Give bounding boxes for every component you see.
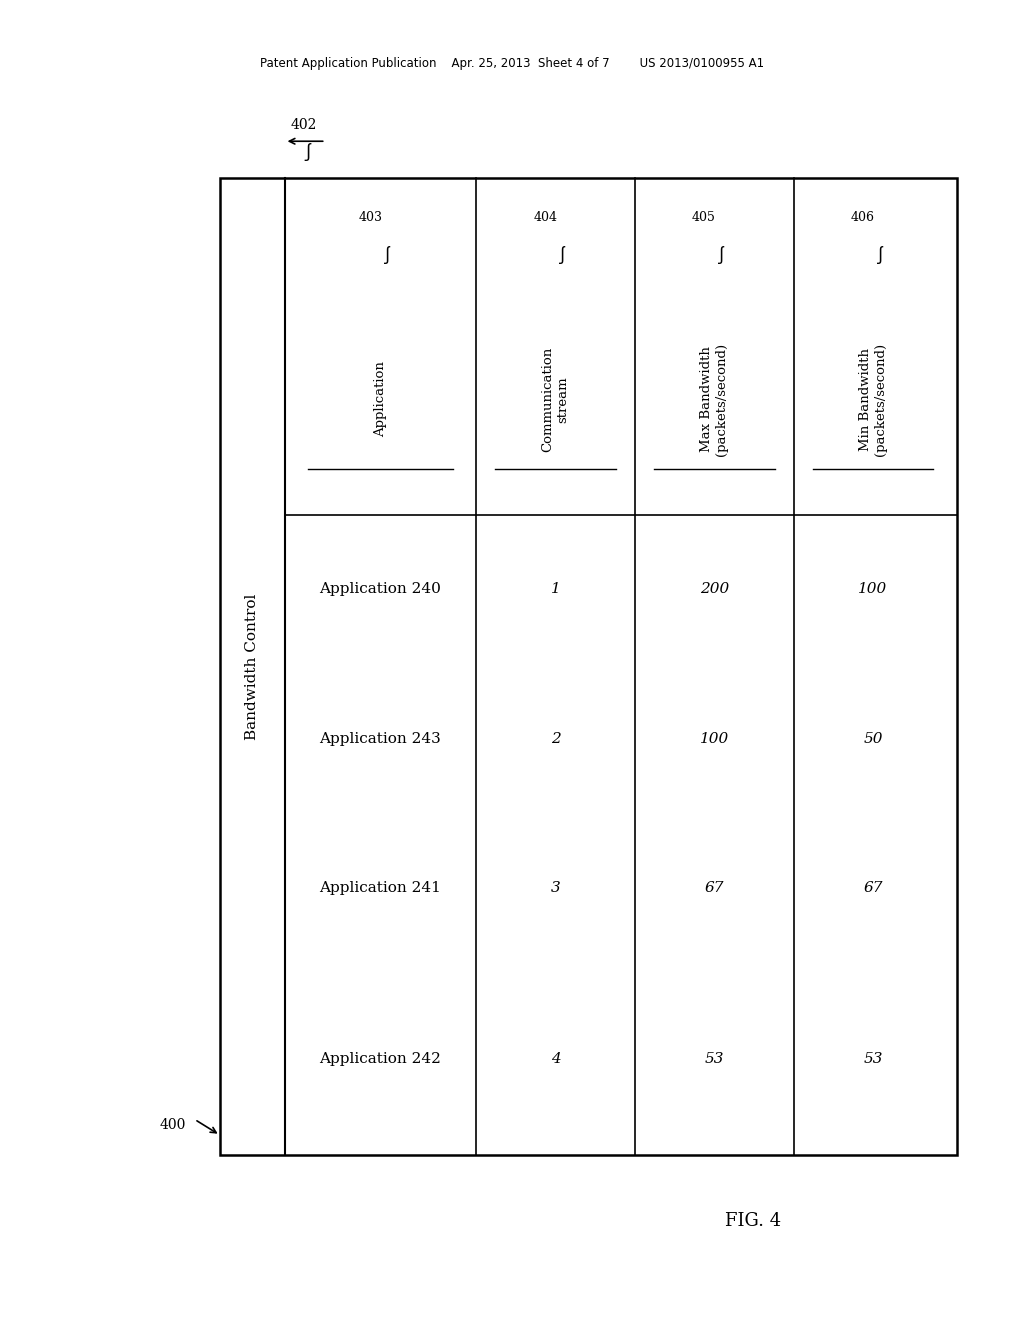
Text: 402: 402 <box>291 117 317 132</box>
Text: 405: 405 <box>692 211 716 224</box>
Text: 4: 4 <box>551 1052 560 1065</box>
Text: 1: 1 <box>551 582 560 597</box>
Text: Application 242: Application 242 <box>319 1052 441 1065</box>
Text: 404: 404 <box>534 211 557 224</box>
Text: Communication
stream: Communication stream <box>542 347 569 451</box>
Text: 53: 53 <box>863 1052 883 1065</box>
Text: Min Bandwidth
(packets/second): Min Bandwidth (packets/second) <box>859 343 887 455</box>
Text: Application: Application <box>374 362 387 437</box>
Text: 200: 200 <box>699 582 729 597</box>
Bar <box>220 178 957 1155</box>
Text: 100: 100 <box>699 731 729 746</box>
Text: ʃ: ʃ <box>386 244 391 263</box>
Text: 2: 2 <box>551 731 560 746</box>
Text: Application 243: Application 243 <box>319 731 441 746</box>
Text: 67: 67 <box>863 880 883 895</box>
Text: ʃ: ʃ <box>720 244 725 263</box>
Text: 50: 50 <box>863 731 883 746</box>
Text: Application 241: Application 241 <box>319 880 441 895</box>
Text: ʃ: ʃ <box>879 244 884 263</box>
Text: 100: 100 <box>858 582 888 597</box>
Text: 403: 403 <box>358 211 382 224</box>
Text: ʃ: ʃ <box>306 141 312 160</box>
Text: 400: 400 <box>160 1118 186 1131</box>
Text: Bandwidth Control: Bandwidth Control <box>246 594 259 739</box>
Text: ʃ: ʃ <box>561 244 566 263</box>
Text: 53: 53 <box>705 1052 724 1065</box>
Text: Application 240: Application 240 <box>319 582 441 597</box>
Text: 67: 67 <box>705 880 724 895</box>
Text: 406: 406 <box>851 211 874 224</box>
Text: Patent Application Publication    Apr. 25, 2013  Sheet 4 of 7        US 2013/010: Patent Application Publication Apr. 25, … <box>260 57 764 70</box>
Text: 3: 3 <box>551 880 560 895</box>
Text: FIG. 4: FIG. 4 <box>725 1212 780 1230</box>
Text: Max Bandwidth
(packets/second): Max Bandwidth (packets/second) <box>700 343 728 455</box>
